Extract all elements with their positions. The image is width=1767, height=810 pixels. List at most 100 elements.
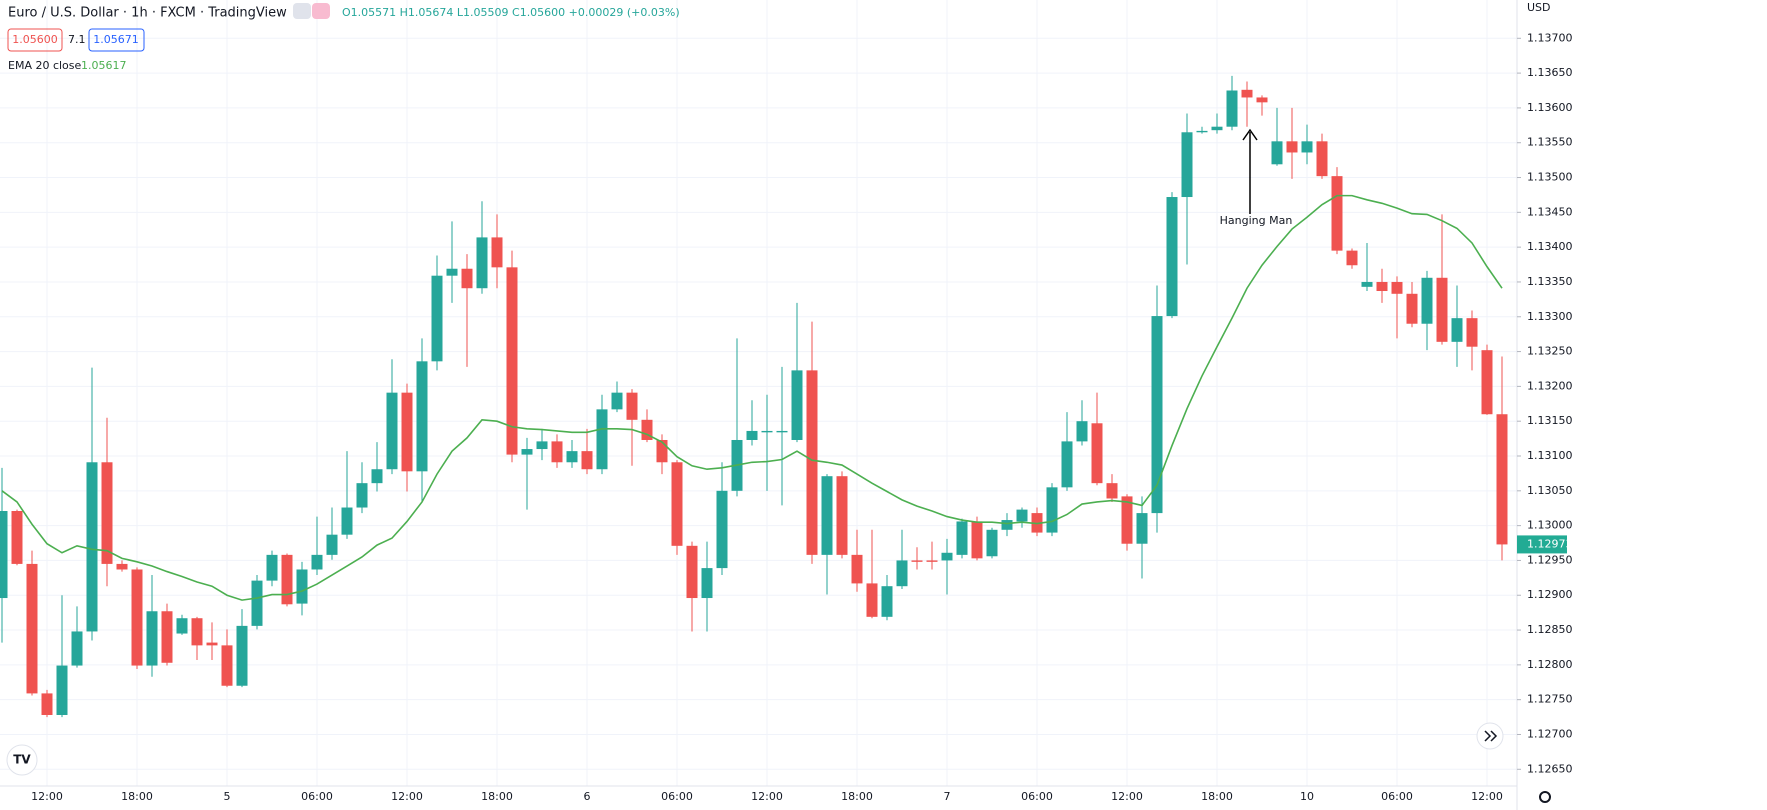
candle-body (146, 611, 158, 666)
candle-body (356, 483, 368, 508)
annotation-arrowhead (1242, 128, 1258, 141)
candle-body (776, 430, 788, 433)
candle-body (1361, 281, 1373, 287)
candle-body (1196, 130, 1208, 133)
ema-line (1, 194, 1503, 601)
candle-body (1211, 126, 1223, 131)
candle-body (1121, 496, 1133, 544)
y-tick-label: 1.12700 (1527, 727, 1573, 740)
y-tick-label: 1.13650 (1527, 66, 1573, 79)
candle-body (26, 563, 38, 694)
candle-body (701, 568, 713, 599)
x-tick-label: 06:00 (1021, 790, 1053, 803)
candle-body (206, 642, 218, 646)
candle-body (416, 361, 428, 472)
last-price-label: 1.12973 (1527, 537, 1573, 550)
candle-body (341, 507, 353, 535)
candle-body (41, 693, 53, 715)
indicator-value: 1.05617 (81, 59, 127, 72)
candle-body (1136, 513, 1148, 544)
settings-button[interactable] (1539, 791, 1551, 803)
y-tick-label: 1.13500 (1527, 171, 1573, 184)
candle-body (1481, 350, 1493, 415)
x-tick-label: 5 (224, 790, 231, 803)
candle-body (581, 451, 593, 470)
candle-body (56, 665, 68, 715)
candle-body (821, 476, 833, 555)
candle-body (461, 268, 473, 289)
x-tick-label: 12:00 (1111, 790, 1143, 803)
candle-body (806, 370, 818, 555)
candle-body (1316, 141, 1328, 177)
y-tick-label: 1.13350 (1527, 275, 1573, 288)
toggle-button[interactable] (312, 3, 330, 19)
candle-body (971, 521, 983, 559)
x-tick-label: 06:00 (1381, 790, 1413, 803)
candle-body (326, 534, 338, 555)
candle-body (221, 645, 233, 686)
candle-body (1166, 197, 1178, 317)
candle-body (491, 237, 503, 268)
candle-body (1091, 423, 1103, 484)
candle-body (956, 521, 968, 555)
y-tick-label: 1.13400 (1527, 240, 1573, 253)
candle-body (791, 370, 803, 440)
candle-body (1016, 509, 1028, 522)
candle-body (1346, 250, 1358, 266)
ask-box[interactable] (88, 28, 145, 52)
y-tick-label: 1.13100 (1527, 449, 1573, 462)
candle-body (191, 618, 203, 646)
candle-body (761, 430, 773, 433)
y-tick-label: 1.13250 (1527, 345, 1573, 358)
y-tick-label: 1.13300 (1527, 310, 1573, 323)
candle-body (401, 392, 413, 472)
candle-body (11, 511, 23, 564)
bid-price: 1.05600 (12, 33, 58, 46)
candle-body (866, 583, 878, 617)
annotation: Hanging Man (1220, 214, 1293, 227)
candle-body (71, 631, 83, 666)
candle-body (116, 563, 128, 570)
candle-body (1391, 281, 1403, 294)
candle-body (101, 462, 113, 564)
toggle-button[interactable] (293, 3, 311, 19)
indicator-name: EMA 20 close (8, 59, 82, 72)
candle-body (1241, 89, 1253, 98)
x-tick-label: 06:00 (661, 790, 693, 803)
y-tick-label: 1.12950 (1527, 553, 1573, 566)
candle-body (671, 462, 683, 546)
candle-body (446, 268, 458, 276)
currency-label: USD (1527, 1, 1551, 14)
candle-body (1436, 277, 1448, 342)
candle-body (941, 552, 953, 561)
labels: 1.13700 1.13650 1.13600 1.13550 1.13500 1.134… (31, 31, 1572, 803)
candle-body (311, 554, 323, 570)
candle-body (251, 580, 263, 626)
candle-body (1046, 487, 1058, 533)
logo[interactable] (6, 744, 38, 776)
grid (0, 0, 1517, 786)
last-price-tag (1517, 535, 1567, 554)
candle-body (431, 275, 443, 362)
candle-body (626, 392, 638, 420)
scroll-icon (1484, 730, 1498, 742)
candle-body (986, 529, 998, 557)
symbol-title: Euro / U.S. Dollar · 1h · FXCM · Trading… (8, 6, 287, 21)
bid-box[interactable] (7, 28, 63, 52)
y-tick-label: 1.13450 (1527, 205, 1573, 218)
candle-body (656, 439, 668, 463)
candle-body (1076, 421, 1088, 442)
y-tick-label: 1.13600 (1527, 101, 1573, 114)
ask-price: 1.05671 (93, 33, 139, 46)
candle-body (911, 560, 923, 562)
candle-body (386, 392, 398, 470)
candle-body (1301, 141, 1313, 153)
candle-body (236, 625, 248, 686)
candle-body (296, 569, 308, 604)
candle-body (566, 451, 578, 463)
candle-body (1421, 277, 1433, 324)
y-tick-label: 1.13000 (1527, 519, 1573, 532)
y-tick-label: 1.13200 (1527, 379, 1573, 392)
x-tick-label: 12:00 (1471, 790, 1503, 803)
candle-body (686, 545, 698, 599)
